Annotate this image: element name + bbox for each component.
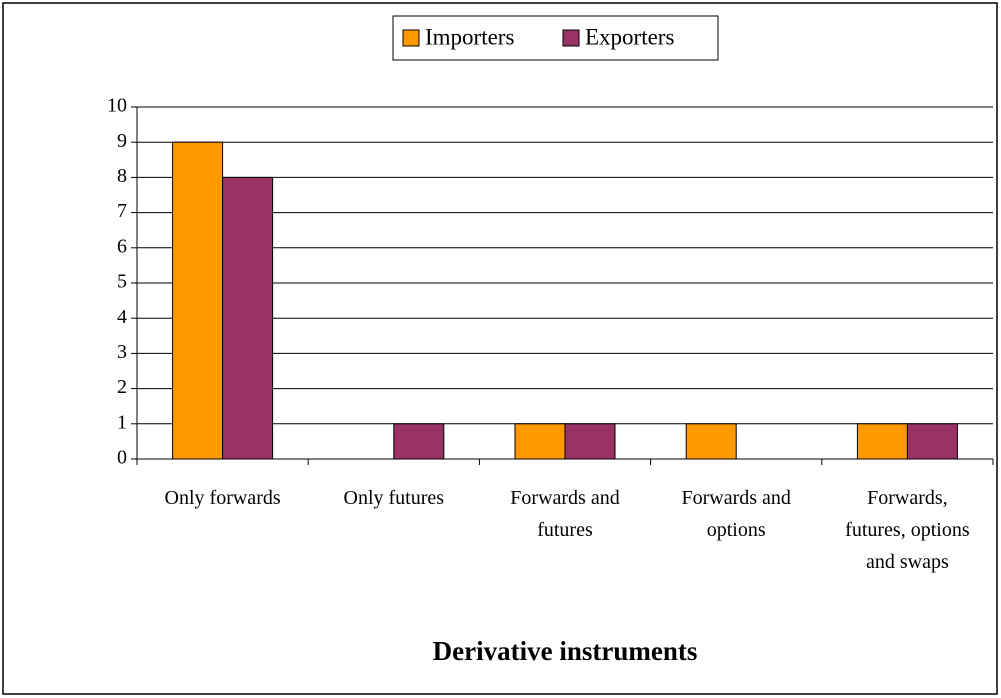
x-tick-label: Forwards and futures bbox=[510, 487, 620, 541]
legend-swatch bbox=[562, 29, 580, 47]
x-tick-label: Forwards and options bbox=[681, 487, 791, 541]
y-tick-label: 4 bbox=[117, 306, 127, 328]
x-tick-label: Forwards, futures, options and swaps bbox=[845, 487, 970, 573]
bar bbox=[564, 423, 616, 460]
x-tick-label: Only forwards bbox=[164, 487, 281, 509]
y-tick-label: 9 bbox=[117, 130, 127, 152]
y-tick-label: 1 bbox=[117, 411, 127, 433]
y-tick-label: 5 bbox=[117, 271, 127, 293]
bar bbox=[906, 423, 958, 460]
legend-box bbox=[392, 15, 719, 61]
legend-swatch bbox=[402, 29, 420, 47]
x-tick-label: Only futures bbox=[343, 487, 445, 509]
legend-label: Importers bbox=[425, 24, 514, 49]
legend-label: Exporters bbox=[585, 24, 674, 49]
y-tick-label: 10 bbox=[107, 95, 127, 117]
bar bbox=[172, 141, 224, 460]
bar bbox=[393, 423, 445, 460]
y-tick-label: 8 bbox=[117, 165, 127, 187]
bar bbox=[222, 176, 274, 460]
bar bbox=[685, 423, 737, 460]
bar bbox=[856, 423, 908, 460]
y-tick-label: 7 bbox=[117, 200, 127, 222]
y-tick-label: 3 bbox=[117, 341, 127, 363]
y-tick-label: 6 bbox=[117, 235, 127, 257]
y-tick-label: 2 bbox=[117, 376, 127, 398]
x-axis-title: Derivative instruments bbox=[433, 636, 698, 666]
y-tick-label: 0 bbox=[117, 447, 127, 469]
bar bbox=[514, 423, 566, 460]
legend: Importers Exporters bbox=[392, 15, 719, 61]
